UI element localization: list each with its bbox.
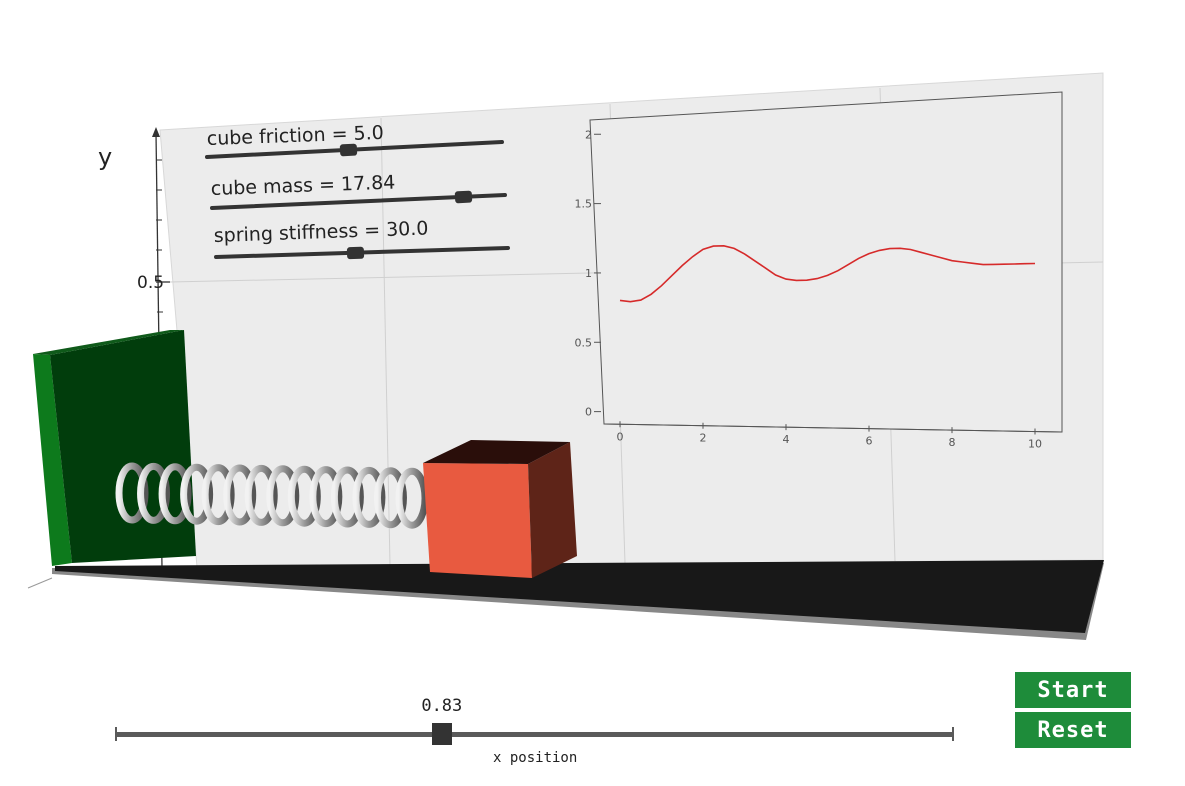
chart-y-tick-label: 2 bbox=[585, 128, 592, 141]
spring-coil bbox=[244, 464, 278, 526]
spring-coil bbox=[330, 466, 364, 528]
cube bbox=[423, 440, 577, 578]
chart-ticks: 0 2 4 6 8 10 0 0.5 1 1.5 2 bbox=[575, 128, 1063, 451]
x-position-value: 0.83 bbox=[421, 696, 463, 716]
y-tick-label: 0.5 bbox=[137, 273, 164, 293]
chart-frame bbox=[589, 91, 1063, 433]
spring-coil bbox=[115, 462, 149, 524]
spring bbox=[115, 462, 429, 529]
spring-coil bbox=[201, 464, 235, 526]
mass-slider-thumb[interactable] bbox=[454, 190, 473, 204]
cube-side bbox=[528, 442, 577, 578]
spring-coil bbox=[137, 462, 171, 524]
x-position-thumb[interactable] bbox=[431, 723, 452, 745]
friction-slider-thumb[interactable] bbox=[339, 143, 358, 157]
x-position-label: x position bbox=[493, 750, 578, 766]
chart-y-tick-label: 0 bbox=[585, 406, 592, 419]
spring-coil bbox=[352, 466, 386, 528]
floor bbox=[55, 560, 1104, 633]
chart-x-tick-label: 4 bbox=[783, 433, 790, 446]
spring-coil bbox=[309, 466, 343, 528]
spring-coil bbox=[373, 467, 407, 529]
y-axis: y 0.5 bbox=[98, 127, 170, 569]
friction-slider[interactable]: cube friction = 5.0 bbox=[205, 122, 504, 159]
stiffness-slider-thumb[interactable] bbox=[346, 246, 365, 260]
chart-x-tick-label: 2 bbox=[700, 432, 707, 445]
start-button[interactable]: Start bbox=[1015, 672, 1131, 708]
cube-top bbox=[423, 440, 570, 464]
x-position-track[interactable] bbox=[115, 732, 953, 737]
slider-end-cap bbox=[952, 727, 954, 741]
chart-x-axis bbox=[603, 423, 1063, 433]
spring-coil bbox=[287, 465, 321, 527]
chart-x-tick-label: 8 bbox=[949, 436, 956, 449]
spring-coil bbox=[266, 465, 300, 527]
spring-coil bbox=[180, 463, 214, 525]
x-position-slider[interactable]: 0.83 x position bbox=[115, 690, 955, 770]
spring-coil bbox=[395, 467, 429, 529]
chart-x-tick-label: 10 bbox=[1028, 438, 1042, 451]
spring-coil bbox=[223, 464, 257, 526]
chart-x-tick-label: 6 bbox=[866, 435, 873, 448]
chart-y-tick-label: 0.5 bbox=[575, 336, 593, 349]
physics-scene: y 0.5 cube friction = 5.0 cube mass = 17… bbox=[27, 72, 1104, 640]
wall bbox=[33, 330, 196, 566]
chart-y-tick-label: 1.5 bbox=[575, 198, 593, 211]
y-axis-label: y bbox=[98, 143, 112, 171]
position-chart: 0 2 4 6 8 10 0 0.5 1 1.5 2 bbox=[575, 91, 1063, 451]
floor-left-marker bbox=[27, 577, 53, 589]
chart-x-tick-label: 0 bbox=[617, 430, 624, 443]
reset-button[interactable]: Reset bbox=[1015, 712, 1131, 748]
cube-front bbox=[423, 463, 532, 578]
chart-y-tick-label: 1 bbox=[585, 267, 592, 280]
chart-series-line bbox=[619, 244, 1036, 303]
spring-coil bbox=[158, 463, 192, 525]
